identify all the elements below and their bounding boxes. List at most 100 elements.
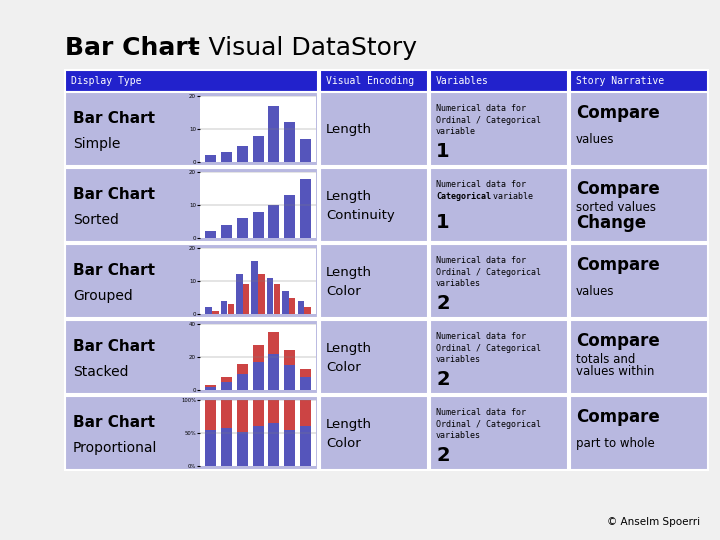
Text: Ordinal / Categorical: Ordinal / Categorical	[436, 420, 541, 429]
Bar	[570, 70, 708, 92]
Text: Numerical data for: Numerical data for	[436, 408, 526, 417]
Text: variables: variables	[436, 279, 481, 288]
Bar	[430, 244, 568, 318]
Bar	[65, 70, 318, 92]
Text: 1: 1	[436, 142, 449, 161]
Bar	[284, 430, 295, 466]
Bar	[570, 168, 708, 242]
Bar	[269, 354, 279, 390]
Bar	[284, 123, 295, 162]
Bar	[282, 291, 289, 314]
Text: Bar Chart: Bar Chart	[73, 415, 155, 430]
Bar	[228, 304, 234, 314]
Bar	[205, 307, 212, 314]
Bar	[65, 320, 318, 394]
Text: Ordinal / Categorical: Ordinal / Categorical	[436, 268, 541, 278]
Text: Compare: Compare	[576, 104, 660, 122]
Bar	[289, 298, 295, 314]
Text: © Anselm Spoerri: © Anselm Spoerri	[607, 517, 700, 527]
Bar	[570, 244, 708, 318]
Text: values: values	[576, 133, 614, 146]
Text: Compare: Compare	[576, 256, 660, 274]
Text: Color: Color	[326, 285, 361, 298]
Bar	[253, 212, 264, 238]
Text: Change: Change	[576, 214, 646, 232]
Bar	[430, 92, 568, 166]
Text: 2: 2	[436, 446, 449, 465]
Text: Categorical: Categorical	[436, 192, 491, 201]
Bar	[253, 427, 264, 466]
Bar	[251, 261, 258, 314]
Text: Length: Length	[326, 124, 372, 137]
Text: Numerical data for: Numerical data for	[436, 180, 526, 189]
Bar	[205, 385, 217, 387]
Bar	[570, 92, 708, 166]
Bar	[200, 172, 316, 238]
Bar	[320, 70, 428, 92]
Bar	[253, 136, 264, 162]
Text: Numerical data for: Numerical data for	[436, 104, 526, 113]
Text: part to whole: part to whole	[576, 437, 654, 450]
Text: Story Narrative: Story Narrative	[576, 76, 664, 86]
Bar	[237, 400, 248, 431]
Text: Numerical data for: Numerical data for	[436, 256, 526, 265]
Text: Length: Length	[326, 342, 372, 355]
Bar	[320, 244, 428, 318]
Bar	[221, 377, 232, 382]
Text: Stacked: Stacked	[73, 364, 128, 379]
Bar	[284, 350, 295, 365]
Bar	[267, 278, 274, 314]
Text: Ordinal / Categorical: Ordinal / Categorical	[436, 117, 541, 125]
Text: Color: Color	[326, 437, 361, 450]
Bar	[300, 179, 311, 238]
Bar	[297, 301, 304, 314]
Text: Sorted: Sorted	[73, 213, 119, 227]
Bar	[221, 400, 232, 428]
Bar	[205, 156, 217, 162]
Bar	[253, 400, 264, 427]
Bar	[430, 168, 568, 242]
Bar	[205, 387, 217, 390]
Bar	[253, 346, 264, 362]
Bar	[570, 320, 708, 394]
Bar	[430, 396, 568, 470]
Bar	[269, 106, 279, 162]
Text: 2: 2	[436, 294, 449, 313]
Text: variable: variable	[436, 127, 476, 136]
Bar	[237, 374, 248, 390]
Text: variables: variables	[436, 355, 481, 364]
Bar	[212, 310, 219, 314]
Bar	[320, 396, 428, 470]
Bar	[243, 284, 249, 314]
Bar	[65, 244, 318, 318]
Bar	[237, 363, 248, 374]
Text: 2: 2	[436, 370, 449, 389]
Text: Ordinal / Categorical: Ordinal / Categorical	[436, 345, 541, 353]
Text: Numerical data for: Numerical data for	[436, 332, 526, 341]
Text: Continuity: Continuity	[326, 208, 395, 221]
Text: Simple: Simple	[73, 137, 120, 151]
Text: sorted values: sorted values	[576, 201, 656, 214]
Text: – Visual DataStory: – Visual DataStory	[180, 36, 417, 60]
Bar	[200, 324, 316, 390]
Bar	[430, 70, 568, 92]
Text: values: values	[576, 285, 614, 298]
Bar	[320, 168, 428, 242]
Bar	[221, 301, 228, 314]
Text: Bar Chart: Bar Chart	[65, 36, 199, 60]
Text: Grouped: Grouped	[73, 289, 132, 303]
Text: Bar Chart: Bar Chart	[73, 339, 155, 354]
Bar	[284, 365, 295, 390]
Text: totals and: totals and	[576, 353, 635, 366]
Bar	[200, 96, 316, 162]
Text: Length: Length	[326, 191, 372, 204]
Bar	[221, 382, 232, 390]
Bar	[253, 362, 264, 390]
Text: values within: values within	[576, 365, 654, 378]
Bar	[269, 205, 279, 238]
Bar	[65, 396, 318, 470]
Bar	[205, 430, 217, 466]
Text: variables: variables	[436, 431, 481, 440]
Text: Variables: Variables	[436, 76, 489, 86]
Bar	[221, 225, 232, 238]
